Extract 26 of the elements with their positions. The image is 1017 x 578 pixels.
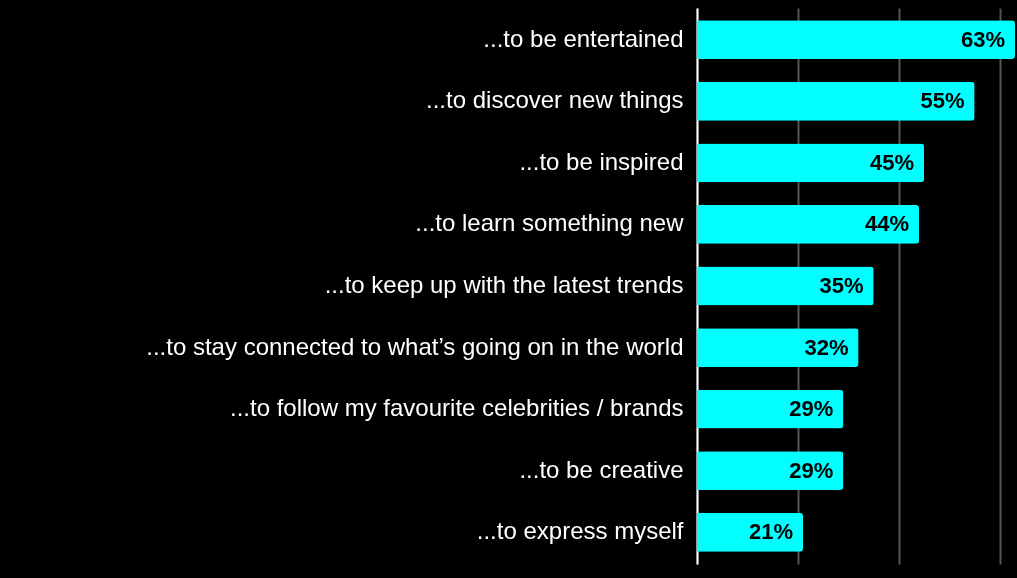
y-tick-label: ...to be inspired (519, 147, 684, 175)
data-label: 55% (920, 88, 965, 114)
y-tick-label: ...to stay connected to what’s going on in the world (146, 332, 684, 360)
bar (697, 451, 844, 491)
y-tick-label: ...to keep up with the latest trends (324, 271, 684, 298)
y-tick-label: ...to express myself (476, 517, 684, 545)
y-tick-label: ...to discover new things (426, 86, 684, 114)
bar (697, 389, 844, 429)
y-tick-label: ...to learn something new (415, 209, 685, 237)
bar (697, 328, 859, 367)
bar (697, 143, 925, 183)
data-label: 21% (748, 519, 793, 545)
data-label: 32% (804, 334, 849, 360)
data-label: 45% (870, 149, 915, 175)
data-label: 35% (819, 273, 864, 298)
data-label: 29% (789, 396, 834, 422)
y-tick-label: ...to be entertained (483, 24, 684, 52)
bar (697, 205, 920, 244)
bar (697, 20, 1015, 60)
data-label: 29% (789, 457, 834, 483)
data-label: 44% (865, 211, 910, 237)
data-label: 63% (960, 26, 1005, 52)
y-tick-label: ...to be creative (519, 455, 684, 483)
bar (697, 81, 975, 121)
bar (697, 266, 874, 306)
y-tick-label: ...to follow my favourite celebrities / brands (229, 394, 684, 422)
